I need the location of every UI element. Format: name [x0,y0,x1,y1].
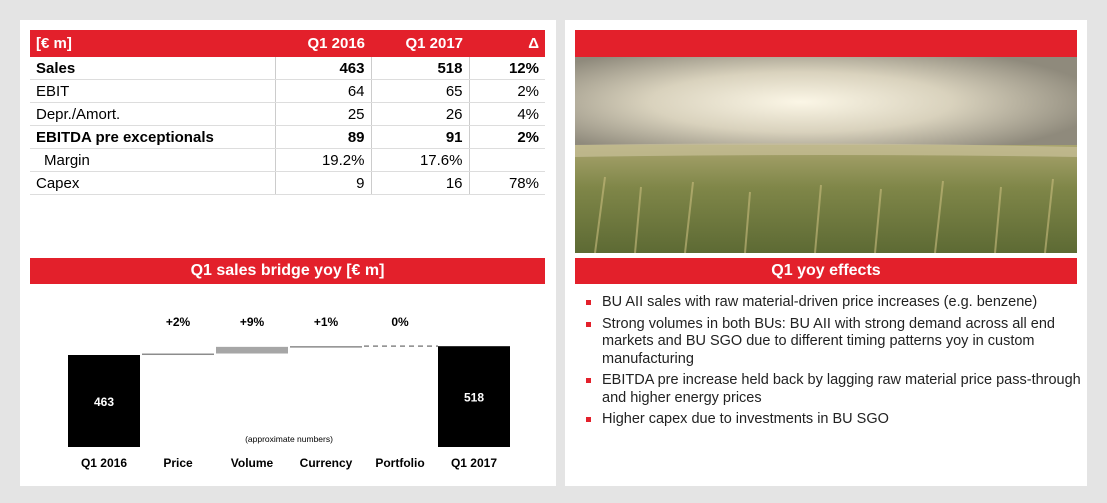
kpi-table: [€ m] Q1 2016 Q1 2017 Δ Sales 463 518 12% E… [30,30,545,195]
cell: 65 [370,79,469,103]
bullet: EBITDA pre increase held back by lagging… [582,372,1082,407]
cell: 463 [274,57,371,80]
step-label: +9% [240,315,265,329]
chart-title: Q1 sales bridge yoy [€ m] [30,258,545,284]
x-tick-label: Price [163,456,193,470]
header-row: [€ m] Q1 2016 Q1 2017 Δ [30,30,545,57]
x-tick-label: Q1 2016 [81,456,127,470]
step-bar [290,346,362,348]
cell: EBITDA pre exceptionals [30,125,275,149]
step-label: +2% [166,315,191,329]
cell: Margin [30,148,275,172]
note: (approximate numbers) [245,434,333,444]
bar-label: 518 [464,391,484,405]
step-bar [216,346,288,354]
cell: 2% [468,125,545,149]
x-tick-label: Portfolio [375,456,424,470]
row: Depr./Amort. 25 26 4% [30,102,545,126]
cell: 17.6% [370,148,469,172]
cell: 26 [370,102,469,126]
row: EBITDA pre exceptionals 89 91 2% [30,125,545,149]
x-tick-label: Q1 2017 [451,456,497,470]
row: Sales 463 518 12% [30,57,545,80]
bullet: Higher capex due to investments in BU SG… [582,411,1082,429]
cell: 2% [468,79,545,103]
waterfall-chart: 463 +2% +9% +1% 0% 518 Q1 2016 Price Volume Curre… [68,315,510,470]
cell: 9 [274,171,371,195]
cell: 19.2% [274,148,371,172]
cell: 89 [274,125,371,149]
x-tick-label: Currency [300,456,353,470]
cell: 25 [274,102,371,126]
bullet: Strong volumes in both BUs: BU AII with … [582,316,1082,369]
header-cell: Q1 2016 [275,30,371,57]
cell: 16 [370,171,469,195]
bar [438,346,510,447]
header-cell: [€ m] [30,30,275,57]
bullet: BU AII sales with raw material-driven pr… [582,294,1082,312]
step-label: +1% [314,315,339,329]
cell: 12% [468,57,545,80]
cell: 64 [274,79,371,103]
cell: Capex [30,171,275,195]
step-label: 0% [391,315,409,329]
cell: EBIT [30,79,275,103]
field-image [575,57,1077,253]
header-cell: Δ [469,30,545,57]
row: Capex 9 16 78% [30,171,545,195]
cell [468,148,545,172]
bar-label: 463 [94,395,114,409]
header-cell: Q1 2017 [371,30,469,57]
effects-title: Q1 yoy effects [575,258,1077,284]
cell: 4% [468,102,545,126]
row: EBIT 64 65 2% [30,79,545,103]
step-bar [142,353,214,356]
header-bar [575,30,1077,57]
x-tick-label: Volume [231,456,274,470]
cell: Depr./Amort. [30,102,275,126]
cell: 518 [370,57,469,80]
cell: Sales [30,57,275,80]
cell: 78% [468,171,545,195]
row: Margin 19.2% 17.6% [30,148,545,172]
cell: 91 [370,125,469,149]
bullet-list: BU AII sales with raw material-driven pr… [582,294,1082,433]
bar [68,355,140,447]
